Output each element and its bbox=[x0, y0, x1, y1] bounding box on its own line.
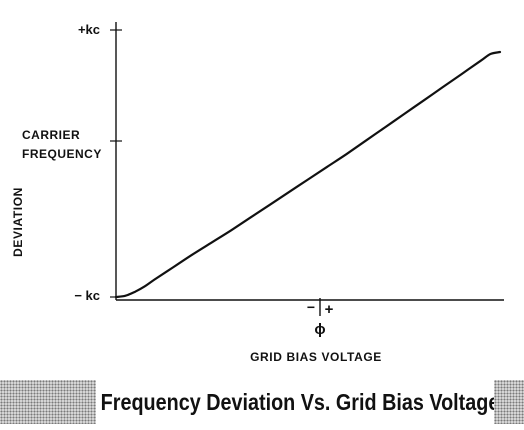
y-tick-label-middle-line2: FREQUENCY bbox=[22, 147, 102, 161]
halftone-pattern-right bbox=[494, 380, 524, 424]
y-tick-label-bottom: − kc bbox=[74, 288, 100, 303]
x-tick-label-plus: + bbox=[325, 301, 334, 318]
x-axis-title: GRID BIAS VOLTAGE bbox=[250, 350, 382, 364]
halftone-pattern-left bbox=[0, 380, 96, 424]
y-axis-title: DEVIATION bbox=[11, 187, 25, 257]
y-tick-label-top: +kc bbox=[78, 22, 100, 37]
x-tick-label-center: ϕ bbox=[314, 321, 325, 338]
title-band: Frequency Deviation Vs. Grid Bias Voltag… bbox=[0, 374, 524, 430]
chart-title: Frequency Deviation Vs. Grid Bias Voltag… bbox=[100, 388, 500, 415]
y-tick-label-middle-line1: CARRIER bbox=[22, 128, 80, 142]
x-tick-label-minus: − bbox=[307, 299, 315, 315]
series-line bbox=[114, 50, 502, 299]
